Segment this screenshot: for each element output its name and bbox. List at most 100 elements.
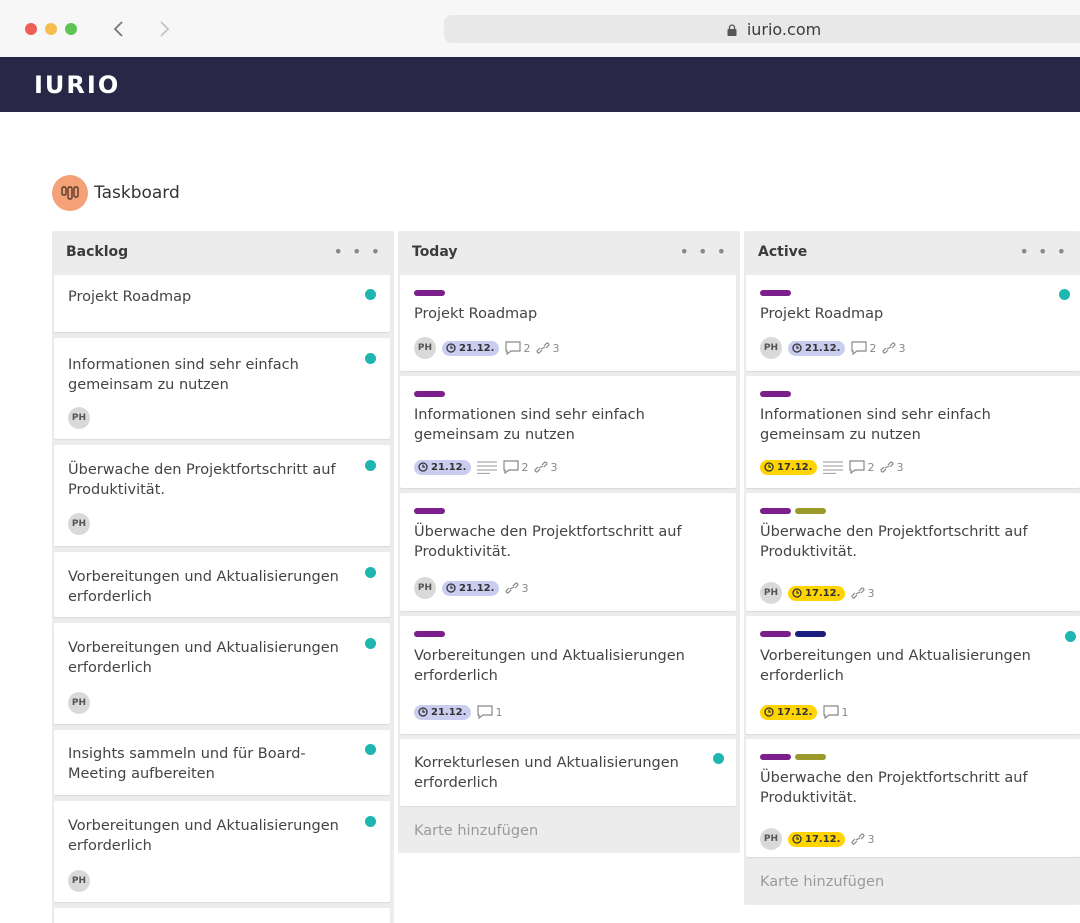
label-purple (414, 391, 445, 397)
close-window-button[interactable] (25, 23, 37, 35)
add-card-button[interactable]: Karte hinzufügen (414, 823, 539, 839)
link-icon (851, 833, 866, 845)
column-menu-icon[interactable]: • • • (679, 242, 728, 261)
avatar[interactable]: PH (68, 513, 90, 535)
forward-icon[interactable] (153, 18, 175, 40)
task-card[interactable]: Vorbereitungen und Aktualisierungen erfo… (54, 552, 390, 617)
task-card[interactable]: Überwache den Projektfortschritt auf Pro… (746, 493, 1080, 611)
link-counter[interactable]: 3 (536, 342, 559, 355)
due-date-text: 21.12. (459, 582, 495, 594)
avatar[interactable]: PH (414, 577, 436, 599)
description-icon (823, 460, 844, 474)
avatar[interactable]: PH (760, 337, 782, 359)
comment-counter[interactable]: 1 (823, 705, 848, 719)
status-dot (1065, 631, 1076, 642)
label-olive (795, 754, 826, 760)
due-date-badge[interactable]: 17.12. (788, 831, 846, 847)
task-card[interactable]: Überwache den Projektfortschritt auf Pro… (746, 739, 1080, 857)
status-dot (365, 638, 376, 649)
task-card[interactable]: Vorbereitungen und Aktualisierungen erfo… (746, 616, 1080, 734)
due-date-badge[interactable]: 17.12. (760, 704, 818, 720)
comment-count: 2 (867, 460, 875, 474)
link-counter[interactable]: 3 (505, 582, 528, 595)
task-card[interactable]: Projekt Roadmap PH 21.12. 2 3 (746, 275, 1080, 371)
comment-count: 2 (523, 341, 531, 355)
card-meta: PH 21.12. 2 3 (760, 337, 905, 359)
task-card[interactable]: Informationen sind sehr einfach gemeinsa… (54, 338, 390, 439)
link-count: 3 (550, 460, 558, 474)
due-date-text: 17.12. (777, 706, 813, 718)
due-date-badge[interactable]: 17.12. (760, 459, 818, 475)
card-meta: 21.12. 1 (414, 701, 502, 723)
avatar[interactable]: PH (414, 337, 436, 359)
add-card-button[interactable]: Karte hinzufügen (760, 874, 885, 890)
link-counter[interactable]: 3 (880, 461, 903, 474)
link-counter[interactable]: 3 (534, 461, 557, 474)
label-purple (760, 754, 791, 760)
task-card[interactable]: Vorbereitungen und Aktualisierungen erfo… (54, 801, 390, 902)
link-counter[interactable]: 3 (851, 833, 874, 846)
task-card[interactable] (54, 908, 390, 923)
due-date-badge[interactable]: 17.12. (788, 585, 846, 601)
due-date-badge[interactable]: 21.12. (442, 580, 500, 596)
app-header: IURIO (0, 57, 1080, 112)
card-meta: PH (68, 513, 90, 535)
avatar[interactable]: PH (68, 692, 90, 714)
card-meta: PH 17.12. 3 (760, 828, 874, 850)
card-labels (414, 508, 445, 514)
column-menu-icon[interactable]: • • • (1019, 242, 1068, 261)
description-icon (477, 460, 498, 474)
task-card[interactable]: Überwache den Projektfortschritt auf Pro… (400, 493, 736, 611)
link-icon (851, 587, 866, 599)
due-date-badge[interactable]: 21.12. (414, 704, 472, 720)
lock-icon (727, 24, 737, 36)
due-date-badge[interactable]: 21.12. (442, 340, 500, 356)
avatar[interactable]: PH (68, 407, 90, 429)
card-meta: PH 17.12. 3 (760, 582, 874, 604)
minimize-window-button[interactable] (45, 23, 57, 35)
card-title: Projekt Roadmap (414, 306, 538, 322)
link-counter[interactable]: 3 (851, 587, 874, 600)
address-bar[interactable]: iurio.com (444, 15, 1080, 43)
comment-counter[interactable]: 2 (505, 341, 530, 355)
due-date-badge[interactable]: 21.12. (788, 340, 846, 356)
comment-counter[interactable]: 2 (851, 341, 876, 355)
zoom-window-button[interactable] (65, 23, 77, 35)
task-card[interactable]: Projekt Roadmap PH 21.12. 2 3 (400, 275, 736, 371)
column-menu-icon[interactable]: • • • (333, 242, 382, 261)
link-count: 3 (898, 341, 906, 355)
due-date-badge[interactable]: 21.12. (414, 459, 472, 475)
due-date-text: 17.12. (777, 461, 813, 473)
avatar[interactable]: PH (760, 582, 782, 604)
back-icon[interactable] (108, 18, 130, 40)
card-title: Informationen sind sehr einfach gemeinsa… (68, 357, 299, 393)
clock-icon (418, 707, 428, 717)
task-card[interactable]: Vorbereitungen und Aktualisierungen erfo… (54, 623, 390, 724)
column-title: Today (412, 244, 458, 260)
card-title: Insights sammeln und für Board-Meeting a… (68, 746, 306, 782)
link-count: 3 (521, 581, 529, 595)
avatar[interactable]: PH (68, 870, 90, 892)
task-card[interactable]: Informationen sind sehr einfach gemeinsa… (400, 376, 736, 488)
task-card[interactable]: Projekt Roadmap (54, 275, 390, 332)
status-dot (365, 744, 376, 755)
card-meta: PH 21.12. 2 3 (414, 337, 559, 359)
due-date-text: 21.12. (431, 461, 467, 473)
clock-icon (446, 583, 456, 593)
link-counter[interactable]: 3 (882, 342, 905, 355)
card-labels (414, 391, 445, 397)
comment-counter[interactable]: 2 (503, 460, 528, 474)
task-card[interactable]: Korrekturlesen und Aktualisierungen erfo… (400, 739, 736, 806)
task-card[interactable]: Informationen sind sehr einfach gemeinsa… (746, 376, 1080, 488)
card-title: Projekt Roadmap (760, 306, 884, 322)
avatar[interactable]: PH (760, 828, 782, 850)
due-date-text: 21.12. (805, 342, 841, 354)
task-card[interactable]: Überwache den Projektfortschritt auf Pro… (54, 445, 390, 546)
task-card[interactable]: Insights sammeln und für Board-Meeting a… (54, 730, 390, 795)
task-card[interactable]: Vorbereitungen und Aktualisierungen erfo… (400, 616, 736, 734)
comment-counter[interactable]: 2 (849, 460, 874, 474)
clock-icon (446, 343, 456, 353)
column-title: Active (758, 244, 808, 260)
comment-counter[interactable]: 1 (477, 705, 502, 719)
iurio-logo[interactable]: IURIO (34, 71, 121, 99)
